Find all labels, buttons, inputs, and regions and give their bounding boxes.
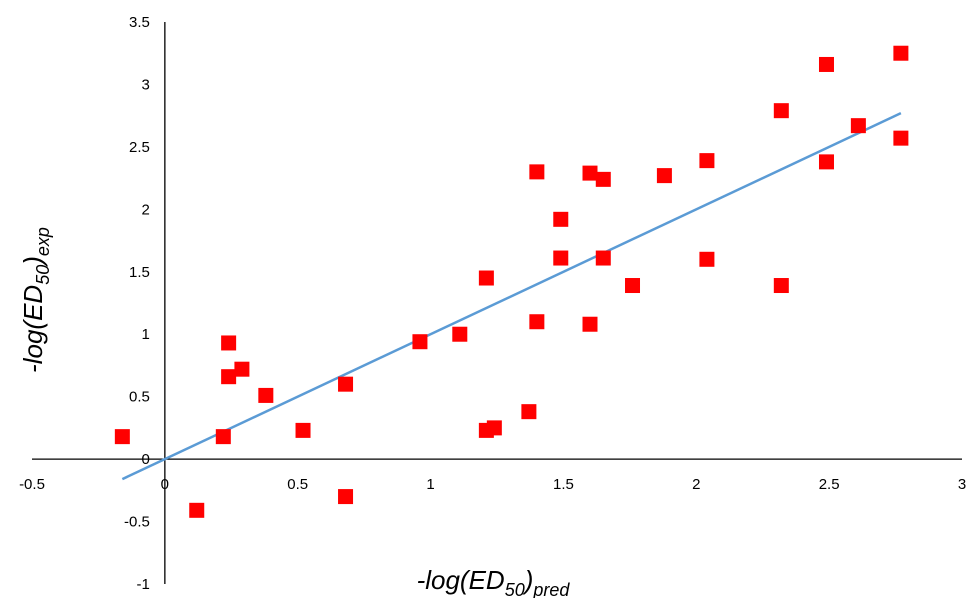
x-tick-label: 1 xyxy=(426,476,434,493)
data-point xyxy=(529,164,545,180)
y-axis-title-sub2: exp xyxy=(33,227,53,256)
data-point xyxy=(215,429,231,445)
data-point xyxy=(850,118,866,134)
y-axis-title-prefix: -log(ED xyxy=(18,285,48,373)
data-point xyxy=(818,154,834,170)
data-points xyxy=(114,45,909,518)
y-tick-label: 1.5 xyxy=(129,264,150,281)
data-point xyxy=(338,489,354,505)
data-point xyxy=(893,130,909,146)
trend-line xyxy=(121,112,902,481)
data-point xyxy=(582,316,598,332)
x-axis-title-prefix: -log(ED xyxy=(417,565,505,595)
y-tick-label: 2.5 xyxy=(129,139,150,156)
data-point xyxy=(338,376,354,392)
y-axis-title-mid: ) xyxy=(18,256,48,268)
data-point xyxy=(452,326,468,342)
data-point xyxy=(521,404,537,420)
x-axis-title: -log(ED50)pred xyxy=(417,565,571,598)
y-tick-label: 3 xyxy=(142,76,150,93)
y-axis-title: -log(ED50)exp xyxy=(18,227,53,373)
y-tick-label: -1 xyxy=(137,576,150,593)
data-point xyxy=(412,334,428,350)
x-tick-label: 0 xyxy=(161,476,169,493)
x-axis-title-sub2: pred xyxy=(532,580,570,598)
data-point xyxy=(486,420,502,436)
x-tick-label: 3 xyxy=(958,476,966,493)
data-point xyxy=(595,250,611,266)
data-point xyxy=(478,270,494,286)
axes xyxy=(32,22,962,584)
y-tick-label: 1 xyxy=(142,326,150,343)
data-point xyxy=(818,56,834,72)
data-point xyxy=(189,502,205,518)
x-tick-label: 2.5 xyxy=(819,476,840,493)
data-point xyxy=(114,429,130,445)
data-point xyxy=(553,250,569,266)
y-axis-title-sub1: 50 xyxy=(33,265,53,285)
data-point xyxy=(258,387,274,403)
y-tick-labels: -1 -0.5 0 0.5 1 1.5 2 2.5 3 3.5 xyxy=(124,14,150,593)
data-point xyxy=(595,171,611,187)
x-tick-label: -0.5 xyxy=(19,476,45,493)
data-point xyxy=(699,251,715,267)
data-point xyxy=(893,45,909,61)
data-point xyxy=(295,422,311,438)
x-tick-label: 0.5 xyxy=(287,476,308,493)
x-axis-title-sub1: 50 xyxy=(505,580,525,598)
x-tick-label: 2 xyxy=(692,476,700,493)
data-point xyxy=(234,361,250,377)
data-point xyxy=(773,103,789,119)
y-tick-label: 0 xyxy=(142,451,150,468)
data-point xyxy=(553,211,569,227)
x-tick-label: 1.5 xyxy=(553,476,574,493)
y-tick-label: 3.5 xyxy=(129,14,150,31)
data-point xyxy=(582,165,598,181)
data-point xyxy=(699,153,715,169)
data-point xyxy=(529,314,545,330)
data-point xyxy=(625,278,641,294)
data-point xyxy=(221,335,237,351)
x-tick-labels: -0.5 0 0.5 1 1.5 2 2.5 3 xyxy=(19,476,966,493)
x-axis-title-mid: ) xyxy=(522,565,534,595)
data-point xyxy=(221,369,237,385)
y-tick-label: 2 xyxy=(142,201,150,218)
data-point xyxy=(773,278,789,294)
y-tick-label: -0.5 xyxy=(124,514,150,531)
data-point xyxy=(656,168,672,184)
y-tick-label: 0.5 xyxy=(129,389,150,406)
